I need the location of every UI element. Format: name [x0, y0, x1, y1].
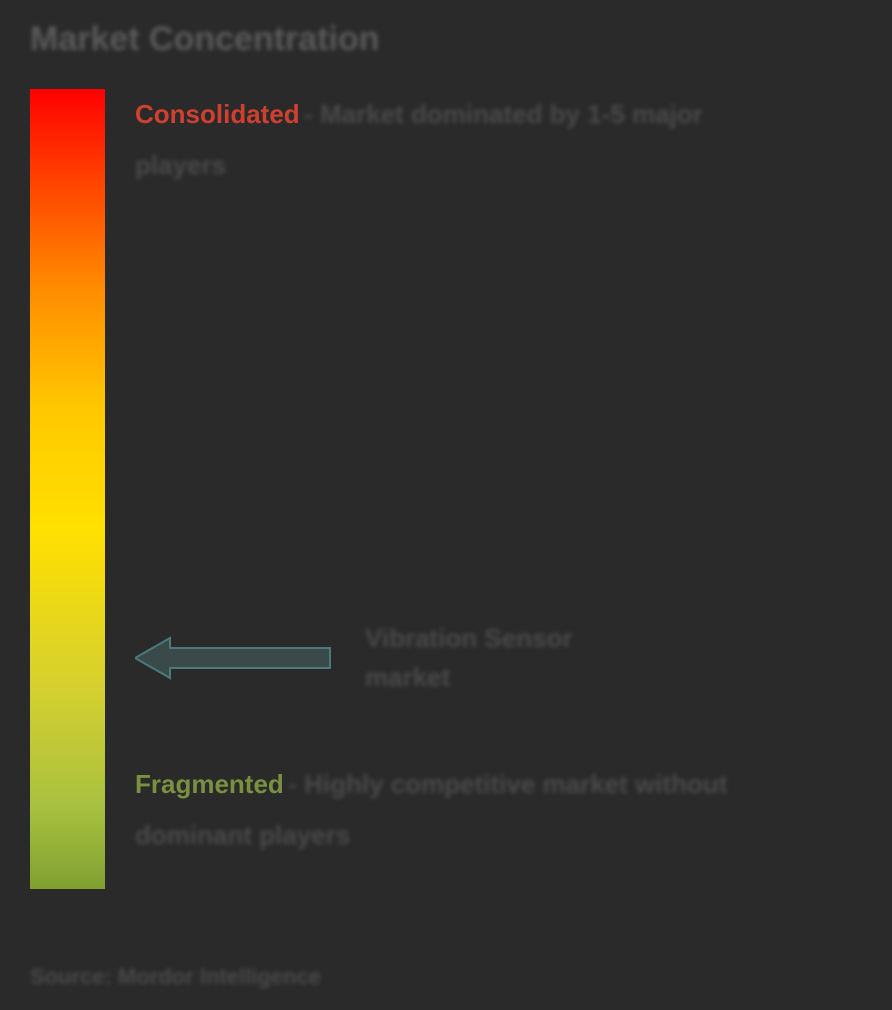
market-position-marker: Vibration Sensor market	[135, 619, 573, 697]
concentration-gradient-bar	[30, 89, 105, 889]
arrow-left-icon	[135, 633, 335, 683]
market-label-line1: Vibration Sensor	[365, 619, 573, 658]
source-attribution: Source: Mordor Intelligence	[30, 964, 321, 990]
fragmented-section: Fragmented - Highly competitive market w…	[135, 769, 862, 851]
consolidated-description-line2: players	[135, 150, 862, 181]
arrow-container	[135, 633, 335, 683]
consolidated-description: - Market dominated by 1-5 major	[304, 99, 703, 129]
annotations-area: Consolidated - Market dominated by 1-5 m…	[135, 89, 862, 909]
consolidated-section: Consolidated - Market dominated by 1-5 m…	[135, 99, 862, 181]
main-content: Consolidated - Market dominated by 1-5 m…	[30, 89, 862, 909]
fragmented-description: - Highly competitive market without	[288, 769, 727, 799]
market-label: Vibration Sensor market	[365, 619, 573, 697]
page-title: Market Concentration	[30, 20, 862, 59]
consolidated-label: Consolidated	[135, 99, 300, 129]
fragmented-label: Fragmented	[135, 769, 284, 799]
fragmented-description-line2: dominant players	[135, 820, 862, 851]
market-label-line2: market	[365, 658, 573, 697]
